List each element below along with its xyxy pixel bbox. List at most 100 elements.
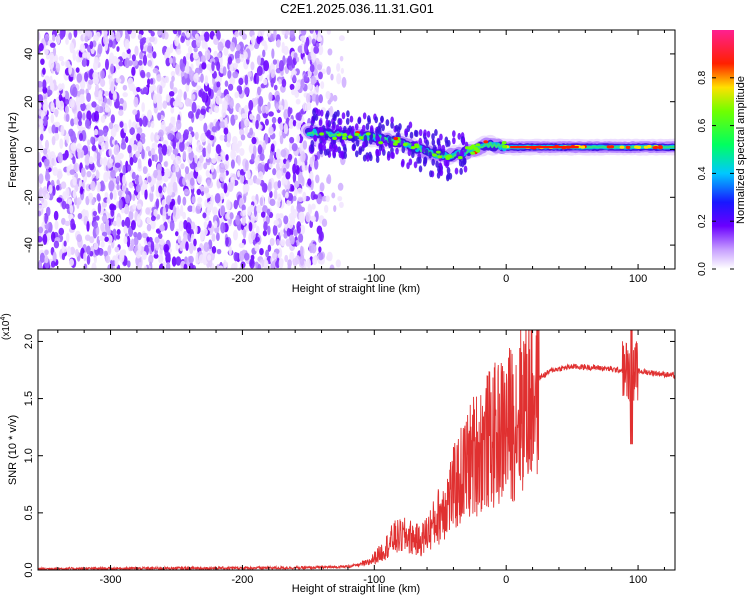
spectrogram-speckle [313,158,319,170]
spectrogram-speckle [147,176,152,183]
spectrogram-speckle [54,220,59,230]
spectrogram-speckle [404,128,408,136]
spectrogram-speckle [276,39,281,48]
spectrogram-speckle [224,117,228,128]
spectrogram-speckle [65,113,70,123]
spectrogram-speckle [292,257,298,267]
spectrogram-speckle [425,139,430,147]
spectrogram-speckle [190,221,196,231]
spectrogram-speckle [152,67,159,74]
spectrogram-speckle [223,158,230,170]
spectrogram-speckle [42,233,48,246]
spectrogram-speckle [249,127,254,136]
spectrogram-image [38,30,675,269]
spectrogram-speckle [38,42,44,52]
spectrogram-speckle [290,205,295,215]
spectrogram-speckle [257,171,264,180]
spectrogram-speckle [310,75,316,86]
spectrogram-speckle [45,206,51,217]
spectrogram-speckle [141,250,147,260]
spectrogram-hotspot [643,145,649,149]
spectrogram-speckle [270,263,275,269]
spectrogram-speckle [414,130,419,138]
spectrogram-speckle [239,147,245,156]
spectrogram-hotspot [468,146,473,150]
spectrogram-speckle [300,30,307,36]
spectrogram-speckle [203,221,208,229]
spectrogram-speckle [121,219,125,228]
spectrogram-speckle [251,153,255,162]
spectrogram-speckle [70,130,76,143]
spectrogram-speckle [135,150,141,158]
spectrogram-speckle [263,221,268,232]
spectrogram-speckle [350,125,355,133]
spectrogram-speckle [261,182,268,193]
spectrogram-speckle [172,205,177,217]
spectrogram-speckle [156,174,163,181]
spectrogram-speckle [86,220,90,232]
spectrogram-speckle [251,137,257,145]
spectrogram-speckle [195,166,200,173]
spectrogram-speckle [287,153,293,161]
spectrogram-speckle [338,35,345,42]
spectrogram-speckle [286,227,291,237]
colorbar-tick-label: 0.8 [697,70,708,84]
spectrogram-speckle [175,119,182,131]
spectrogram-speckle [229,212,234,220]
spectrogram-speckle [178,220,184,232]
spectrogram-speckle [122,164,127,176]
spectrogram-speckle [257,162,263,172]
spectrogram-speckle [311,38,316,45]
spectrogram-speckle [136,133,141,141]
spectrogram-speckle [203,162,208,170]
spectrogram-speckle [149,190,154,203]
spectrogram-speckle [338,125,343,133]
spectrogram-speckle [157,100,163,111]
spectrogram-speckle [191,196,196,204]
spectrogram-speckle [288,220,294,230]
spectrogram-speckle [56,34,61,45]
spectrogram-speckle [136,203,142,210]
spectrogram-speckle [60,60,65,67]
spectrogram-speckle [76,73,83,83]
spectrogram-speckle [69,42,75,54]
spectrogram-xtick-label: -300 [100,273,122,285]
spectrogram-speckle [229,41,236,52]
spectrogram-speckle [126,260,131,268]
spectrogram-speckle [318,71,323,80]
spectrogram-speckle [70,118,75,127]
spectrogram-speckle [300,35,306,42]
spectrogram-speckle [292,172,297,184]
spectrogram-speckle [269,190,273,199]
spectrogram-speckle [269,237,275,246]
spectrogram-speckle [154,242,160,251]
spectrogram-speckle [320,133,324,141]
spectrogram-hotspot [502,145,507,149]
spectrogram-speckle [93,56,100,66]
spectrogram-speckle [150,31,155,37]
spectrogram-speckle [182,211,186,220]
spectrogram-speckle [423,156,428,164]
snr-ytick-label: 0.0 [23,562,35,577]
spectrogram-speckle [210,163,215,173]
spectrogram-speckle [79,186,84,195]
spectrogram-speckle [134,45,139,56]
spectrogram-hotspot [475,149,481,153]
spectrogram-speckle [295,56,300,63]
spectrogram-speckle [198,89,203,98]
spectrogram-speckle [76,197,82,206]
spectrogram-speckle [293,52,298,59]
spectrogram-speckle [275,148,281,160]
spectrogram-speckle [339,55,344,62]
spectrogram-speckle [44,213,48,225]
spectrogram-speckle [319,230,323,241]
spectrogram-speckle [316,36,323,42]
spectrogram-speckle [77,110,83,121]
spectrogram-speckle [128,181,134,189]
spectrogram-speckle [311,53,316,64]
spectrogram-speckle [287,264,292,269]
spectrogram-speckle [341,76,347,88]
snr-ytick-label: 1.5 [23,391,35,406]
